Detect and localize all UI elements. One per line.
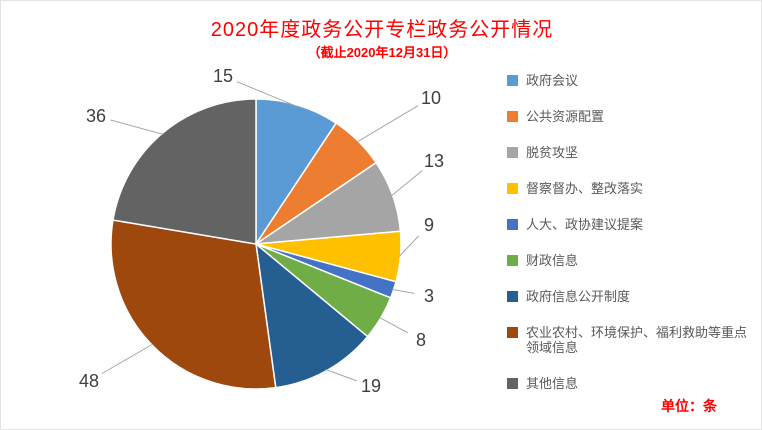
leader-line-8 [110,119,164,135]
leader-line-0 [236,81,298,108]
unit-label: 单位：条 [661,398,717,414]
value-label-0: 15 [213,66,233,86]
legend-item-4: 人大、政协建议提案 [507,217,753,232]
legend-swatch-5 [507,255,518,266]
leader-line-5 [379,316,409,334]
legend-item-1: 公共资源配置 [507,109,753,124]
legend-label-2: 脱贫攻坚 [526,145,579,160]
legend-label-1: 公共资源配置 [526,109,605,124]
legend-item-6: 政府信息公开制度 [507,289,753,304]
chart-subtitle: （截止2020年12月31日） [307,45,457,60]
legend-label-7: 农业农村、环境保护、福利救助等重点领域信息 [526,325,748,355]
value-label-2: 13 [424,151,444,171]
legend-item-7: 农业农村、环境保护、福利救助等重点领域信息 [507,325,753,355]
value-label-3: 9 [424,215,434,235]
pie-slice-8 [112,98,257,245]
legend-swatch-6 [507,291,518,302]
value-label-1: 10 [421,88,441,108]
legend-item-8: 其他信息 [507,376,753,391]
pie-slice-7 [110,219,277,390]
legend-label-6: 政府信息公开制度 [526,289,631,304]
value-label-7: 48 [79,371,99,391]
chart-title: 2020年度政务公开专栏政务公开情况 [210,19,554,41]
legend-label-8: 其他信息 [526,376,579,391]
legend-item-3: 督察督办、整改落实 [507,181,753,196]
legend-label-0: 政府会议 [526,73,579,88]
value-label-4: 3 [424,286,434,306]
legend-item-5: 财政信息 [507,253,753,268]
leader-line-3 [398,235,420,257]
legend-label-3: 督察督办、整改落实 [526,181,644,196]
leader-line-2 [390,170,423,197]
legend-label-5: 财政信息 [526,253,579,268]
leader-line-4 [392,288,415,294]
legend-item-0: 政府会议 [507,73,753,88]
legend: 政府会议公共资源配置 脱贫攻坚督察督办、整改落实 人大、政协建议提案 财政信息政府信息… [507,73,753,412]
legend-swatch-1 [507,111,518,122]
legend-swatch-4 [507,219,518,230]
leader-line-7 [101,343,154,374]
value-label-6: 19 [361,376,381,396]
legend-swatch-0 [507,75,518,86]
pie-slice-6 [254,242,369,389]
legend-swatch-3 [507,183,518,194]
pie-slice-0 [255,98,338,247]
value-label-8: 36 [86,106,106,126]
legend-swatch-8 [507,378,518,389]
leader-line-6 [325,369,358,382]
value-label-5: 8 [416,330,426,350]
legend-item-2: 脱贫攻坚 [507,145,753,160]
legend-swatch-7 [507,327,518,338]
legend-label-4: 人大、政协建议提案 [526,217,644,232]
legend-swatch-2 [507,147,518,158]
leader-line-1 [356,105,419,143]
